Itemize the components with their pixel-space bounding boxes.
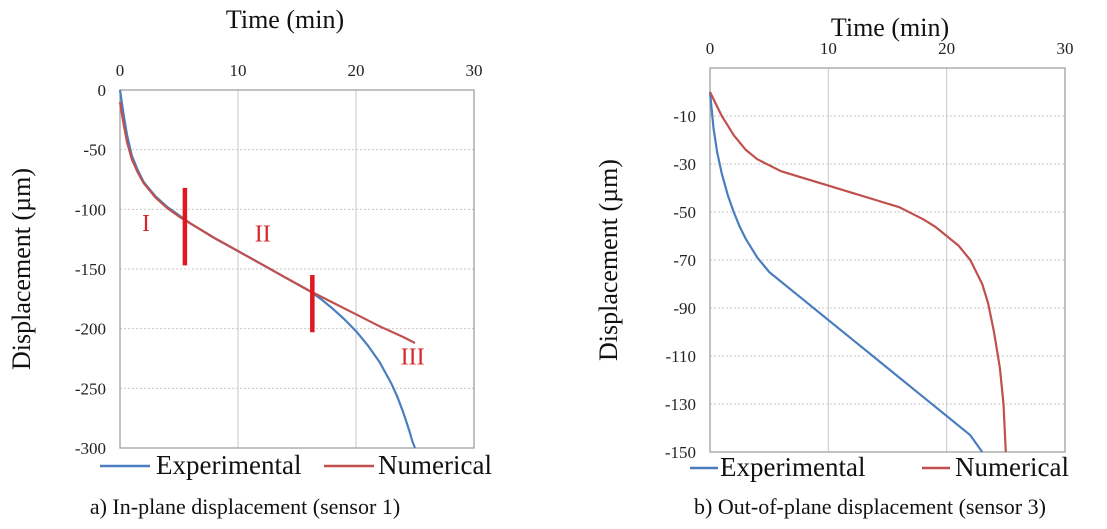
chart-caption: a) In-plane displacement (sensor 1) <box>90 494 400 519</box>
y-tick-label: -70 <box>673 251 696 270</box>
x-tick-label: 20 <box>348 61 365 80</box>
y-axis-title: Displacement (µm) <box>594 159 623 361</box>
x-tick-label: 30 <box>1057 39 1074 58</box>
y-tick-label: -90 <box>673 299 696 318</box>
y-tick-label: -150 <box>75 260 106 279</box>
series-line-numerical <box>118 101 416 344</box>
x-axis-title: Time (min) <box>831 13 949 42</box>
region-label: II <box>255 222 271 248</box>
y-tick-label: -50 <box>83 141 106 160</box>
y-tick-label: -250 <box>75 379 106 398</box>
y-tick-label: -110 <box>665 347 696 366</box>
y-tick-label: -130 <box>665 395 696 414</box>
y-axis-title: Displacement (µm) <box>7 168 36 370</box>
y-tick-label: -300 <box>75 439 106 458</box>
chart-panel-1: 0 10 20 30 0 -50 -100 -150 -200 -250 -300 Time (min… <box>7 5 492 519</box>
x-tick-label: 10 <box>230 61 247 80</box>
y-tick-label: -150 <box>665 443 696 462</box>
x-axis-title: Time (min) <box>226 5 344 34</box>
y-tick-label: -30 <box>673 155 696 174</box>
y-tick-label: 0 <box>98 81 107 100</box>
x-tick-label: 20 <box>938 39 955 58</box>
series-line-experimental <box>708 91 984 453</box>
y-tick-label: -50 <box>673 203 696 222</box>
legend-label-numerical: Numerical <box>955 452 1069 482</box>
legend-label-experimental: Experimental <box>156 450 301 480</box>
y-tick-label: -100 <box>75 200 106 219</box>
x-tick-label: 0 <box>116 61 125 80</box>
y-tick-label: -200 <box>75 320 106 339</box>
x-tick-label: 30 <box>466 61 483 80</box>
x-tick-label: 0 <box>706 39 715 58</box>
series-line-numerical <box>709 91 1007 453</box>
chart-caption: b) Out-of-plane displacement (sensor 3) <box>694 494 1046 519</box>
legend-label-experimental: Experimental <box>720 452 865 482</box>
legend-label-numerical: Numerical <box>378 450 492 480</box>
region-label: III <box>401 344 425 370</box>
y-tick-label: -10 <box>673 107 696 126</box>
x-tick-label: 10 <box>820 39 837 58</box>
plot-area-frame <box>709 67 1066 453</box>
plot-area-frame <box>119 89 475 449</box>
region-label: I <box>142 211 150 237</box>
chart-panel-2: 0 10 20 30 -10 -30 -50 -70 -90 -110 -130 -150 Time (… <box>594 13 1074 519</box>
